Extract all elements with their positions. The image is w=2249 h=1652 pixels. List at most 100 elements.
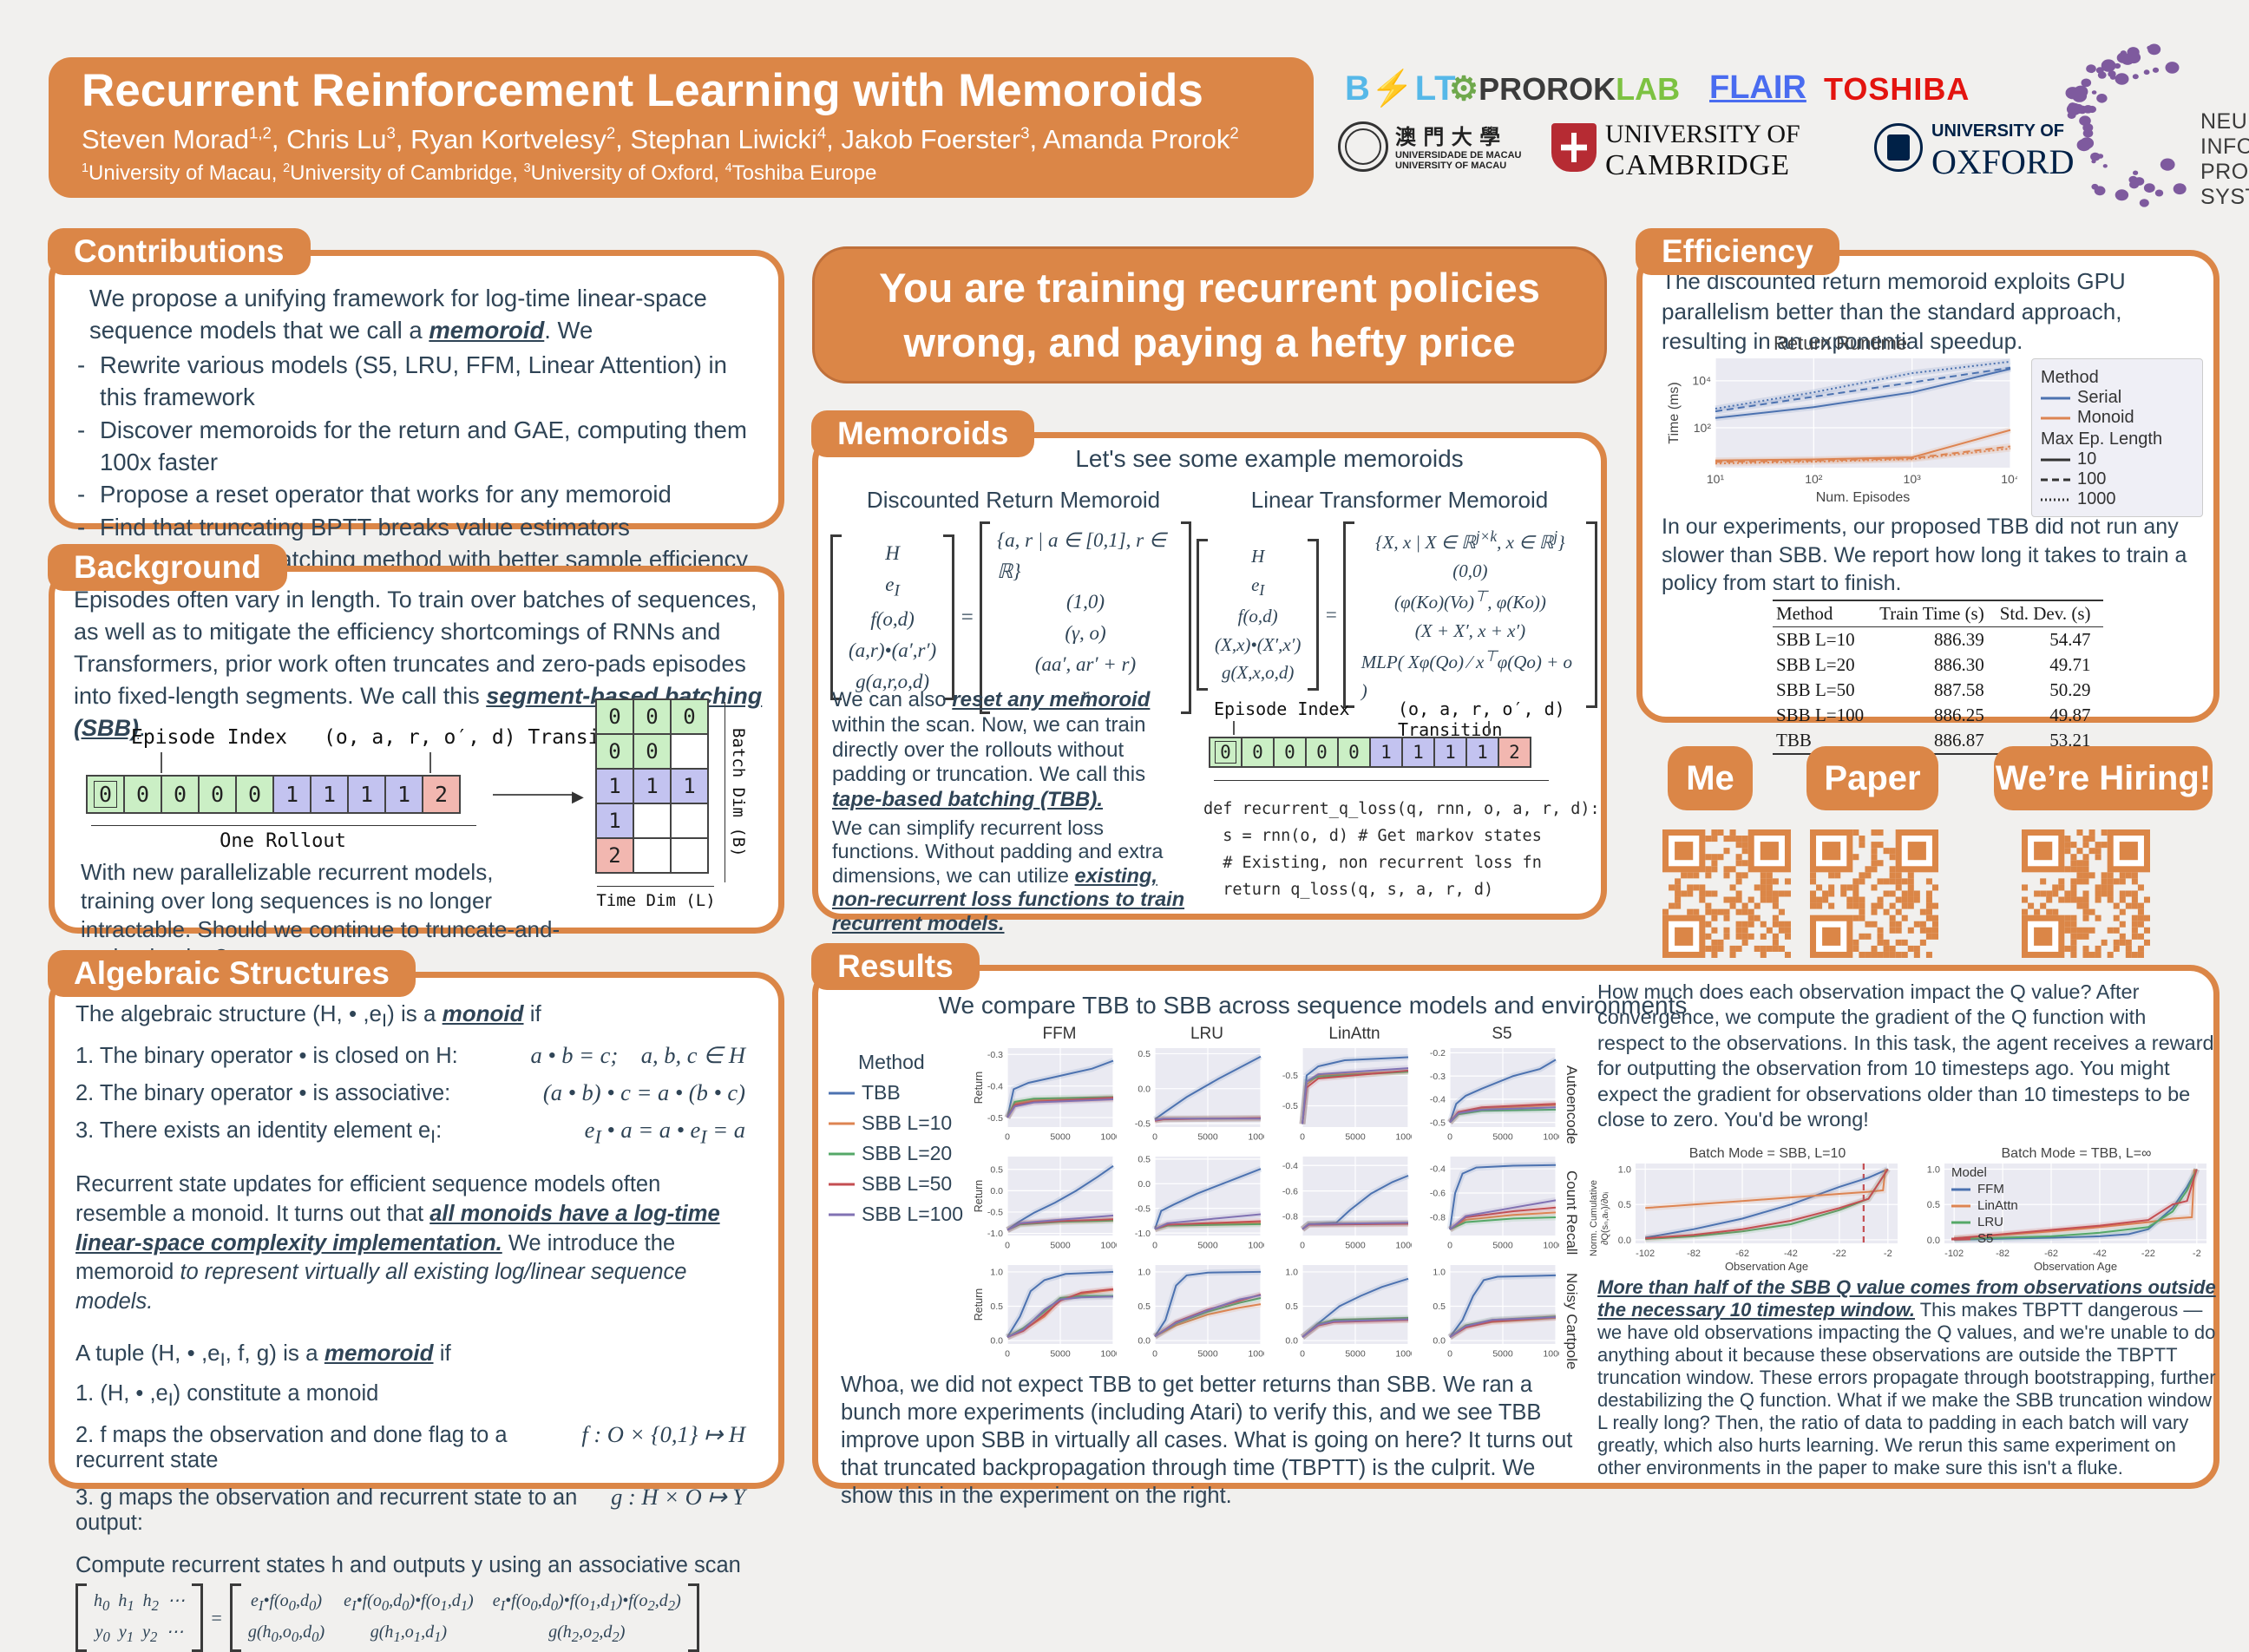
definition-item: 1. The binary operator • is closed on H:…	[75, 1042, 745, 1069]
table-row: SBB L=10 886.39 54.47	[1776, 629, 2091, 650]
memoroids-title: Memoroids	[811, 410, 1035, 457]
svg-text:10000: 10000	[1395, 1132, 1412, 1143]
svg-text:1.0: 1.0	[1433, 1268, 1446, 1278]
svg-text:-62: -62	[1735, 1249, 1749, 1259]
affiliation: 3University of Oxford	[523, 161, 714, 185]
svg-text:-102: -102	[1636, 1249, 1655, 1259]
rollout-cell: 2	[422, 775, 461, 814]
neurips-logo-icon	[2065, 38, 2204, 212]
svg-text:-0.3: -0.3	[1430, 1072, 1446, 1082]
svg-text:10³: 10³	[1904, 472, 1922, 486]
cambridge-shield-icon	[1551, 123, 1597, 172]
svg-text:1.0: 1.0	[1927, 1164, 1940, 1175]
oxford-crest-icon	[1874, 123, 1923, 172]
svg-text:10000: 10000	[1248, 1349, 1264, 1360]
svg-text:-62: -62	[2044, 1249, 2058, 1259]
svg-text:0.0: 0.0	[1285, 1336, 1298, 1347]
batch-cell: 1	[595, 768, 634, 804]
algebraic-title: Algebraic Structures	[48, 950, 416, 997]
svg-text:0.5: 0.5	[1927, 1200, 1940, 1210]
svg-text:Return: Return	[973, 1072, 985, 1105]
results-legend: Method TBB SBB L=10 SBB L=20 SBB L=50 SBB L=1…	[829, 1051, 967, 1226]
rollout-cell: 0	[86, 775, 125, 814]
svg-text:5000: 5000	[1197, 1241, 1218, 1251]
svg-text:5000: 5000	[1492, 1349, 1513, 1360]
svg-text:0: 0	[1300, 1349, 1305, 1360]
rollout-cell: 0	[1209, 737, 1243, 768]
batch-dim-label: Batch Dim (B)	[725, 702, 748, 882]
svg-text:10000: 10000	[1100, 1349, 1117, 1360]
table-header: Train Time (s)	[1876, 600, 1997, 627]
svg-text:10000: 10000	[1395, 1349, 1412, 1360]
flair-logo: FLAIR	[1709, 69, 1806, 106]
svg-text:5000: 5000	[1345, 1349, 1366, 1360]
background-paragraph: Episodes often vary in length. To train …	[74, 587, 763, 741]
rollout-arrow	[1214, 780, 1549, 781]
efficiency-title: Efficiency	[1636, 228, 1839, 275]
memoroids-simplify-text: We can simplify recurrent loss functions…	[832, 816, 1185, 934]
svg-text:-1.0: -1.0	[1135, 1229, 1151, 1239]
gradient-chart-sbb: -102 -82 -62 -42 -22 -2 0.0 0.5 1.0 Observation A…	[1601, 1160, 1903, 1277]
hiring-button[interactable]: We’re Hiring!	[1994, 746, 2213, 810]
batch-cell: 0	[633, 698, 672, 735]
result-subplot: 0 5000 10000 -0.4 -0.6 -0.8	[1266, 1152, 1421, 1262]
result-subplot: 0 5000 10000 1.0 0.5 0.0	[1118, 1261, 1274, 1371]
episode-index-label: Episode Index	[131, 726, 288, 749]
column-title: S5	[1492, 1025, 1512, 1043]
svg-text:10⁴: 10⁴	[1692, 374, 1711, 388]
svg-text:Time (ms): Time (ms)	[1667, 382, 1682, 443]
svg-text:0.5: 0.5	[1618, 1200, 1631, 1210]
legend-entry: Max Ep. Length	[2041, 429, 2163, 449]
rollout-cell: 1	[1369, 737, 1403, 768]
legend-entry: SBB L=100	[829, 1203, 964, 1225]
svg-text:-0.4: -0.4	[987, 1081, 1003, 1092]
svg-text:-2: -2	[2193, 1249, 2201, 1259]
svg-text:-0.2: -0.2	[1430, 1048, 1446, 1059]
svg-text:-0.5: -0.5	[1282, 1101, 1298, 1111]
toshiba-logo: TOSHIBA	[1824, 71, 1970, 107]
svg-text:10⁴: 10⁴	[2001, 472, 2017, 486]
svg-text:0: 0	[1005, 1349, 1010, 1360]
monoid-definition-intro: The algebraic structure (H, • ,eI) is a …	[75, 1000, 541, 1032]
train-time-table: Method Train Time (s) Std. Dev. (s) SBB L=1…	[1773, 600, 2103, 755]
svg-text:10²: 10²	[1805, 472, 1823, 486]
cambridge-logo-text: UNIVERSITY OF CAMBRIDGE	[1605, 120, 1800, 181]
rollout-cell: 1	[1465, 737, 1499, 768]
efficiency-chart-legend: Method Serial Monoid Max Ep. Length 10 100 100…	[2031, 358, 2203, 517]
svg-text:Observation Age: Observation Age	[1725, 1260, 1808, 1273]
definition-item: 2. The binary operator • is associative:…	[75, 1079, 745, 1106]
legend-entry: LinAttn	[1951, 1198, 2018, 1213]
svg-text:-0.4: -0.4	[1282, 1161, 1298, 1171]
svg-text:5000: 5000	[1197, 1349, 1218, 1360]
contribution-bullet: - Find that truncating BPTT breaks value …	[77, 513, 630, 541]
svg-text:10000: 10000	[1395, 1241, 1412, 1251]
author: Amanda Prorok2	[1043, 123, 1239, 154]
svg-text:0: 0	[1300, 1132, 1305, 1143]
result-subplot: 0 5000 10000 -0.5 -0.5	[1266, 1044, 1421, 1154]
background-title: Background	[48, 544, 287, 591]
scan-equation: h0 h1 h2 ⋯ y0 y1 y2 ⋯ = eI•f(o0,d0) eI•f(o0,…	[75, 1583, 757, 1652]
svg-text:0.5: 0.5	[1138, 1301, 1151, 1312]
batch-cell: 0	[633, 733, 672, 770]
svg-text:0.0: 0.0	[1618, 1236, 1631, 1246]
svg-text:-0.6: -0.6	[1282, 1186, 1298, 1196]
svg-text:-0.5: -0.5	[1135, 1119, 1151, 1130]
svg-text:0.5: 0.5	[1138, 1049, 1151, 1059]
hiring-qr-code	[2022, 829, 2150, 958]
paper-qr-code	[1810, 829, 1938, 958]
author: Ryan Kortvelesy2	[410, 123, 616, 154]
me-button[interactable]: Me	[1668, 746, 1753, 810]
author: Steven Morad1,2	[82, 123, 272, 154]
result-subplot: 0 5000 10000 1.0 0.5 0.0	[1266, 1261, 1421, 1371]
time-dim-bracket	[597, 886, 714, 887]
legend-entry: Method	[2041, 368, 2099, 387]
paper-button[interactable]: Paper	[1806, 746, 1938, 810]
one-rollout-arrow	[91, 825, 476, 826]
svg-text:0: 0	[1005, 1132, 1010, 1143]
results-whoa-text: Whoa, we did not expect TBB to get bette…	[841, 1373, 1573, 1508]
monoid-paragraph: Recurrent state updates for efficient se…	[75, 1172, 720, 1314]
rollout-cell: 1	[272, 775, 311, 814]
gradient-chart1-title: Batch Mode = SBB, L=10	[1688, 1146, 1846, 1161]
author: Stephan Liwicki4	[630, 123, 827, 154]
